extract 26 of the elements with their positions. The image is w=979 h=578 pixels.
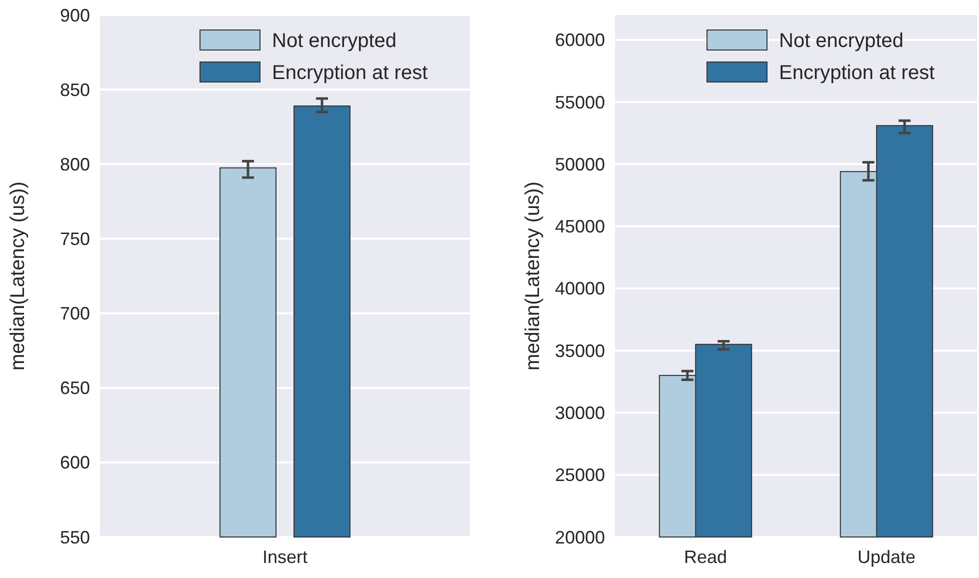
y-tick-label: 25000 [554,465,605,486]
y-tick-label: 20000 [554,527,605,548]
y-tick-label: 45000 [554,216,605,237]
legend-label: Encryption at rest [779,62,936,84]
y-tick-label: 40000 [554,278,605,299]
legend-label: Not encrypted [779,30,904,52]
y-tick-label: 50000 [554,154,605,174]
y-tick-label: 550 [60,527,90,548]
x-tick-label: Update [857,547,916,567]
y-tick-label: 600 [60,452,90,473]
x-tick-label: Read [684,547,728,567]
y-axis-title: median(Latency (us)) [7,182,29,370]
y-tick-label: 35000 [554,340,605,361]
y-tick-label: 700 [60,304,90,324]
y-tick-label: 55000 [554,92,605,112]
legend-label: Not encrypted [272,30,397,52]
y-tick-label: 60000 [554,30,605,50]
y-axis-title: median(Latency (us)) [522,182,544,370]
y-tick-label: 750 [60,229,90,250]
legend-label: Encryption at rest [272,62,428,84]
y-tick-label: 900 [60,5,90,26]
y-tick-label: 850 [60,80,90,100]
y-tick-label: 30000 [554,403,605,424]
x-tick-label: Insert [262,547,308,567]
y-tick-label: 650 [60,378,90,398]
y-tick-label: 800 [60,154,90,174]
